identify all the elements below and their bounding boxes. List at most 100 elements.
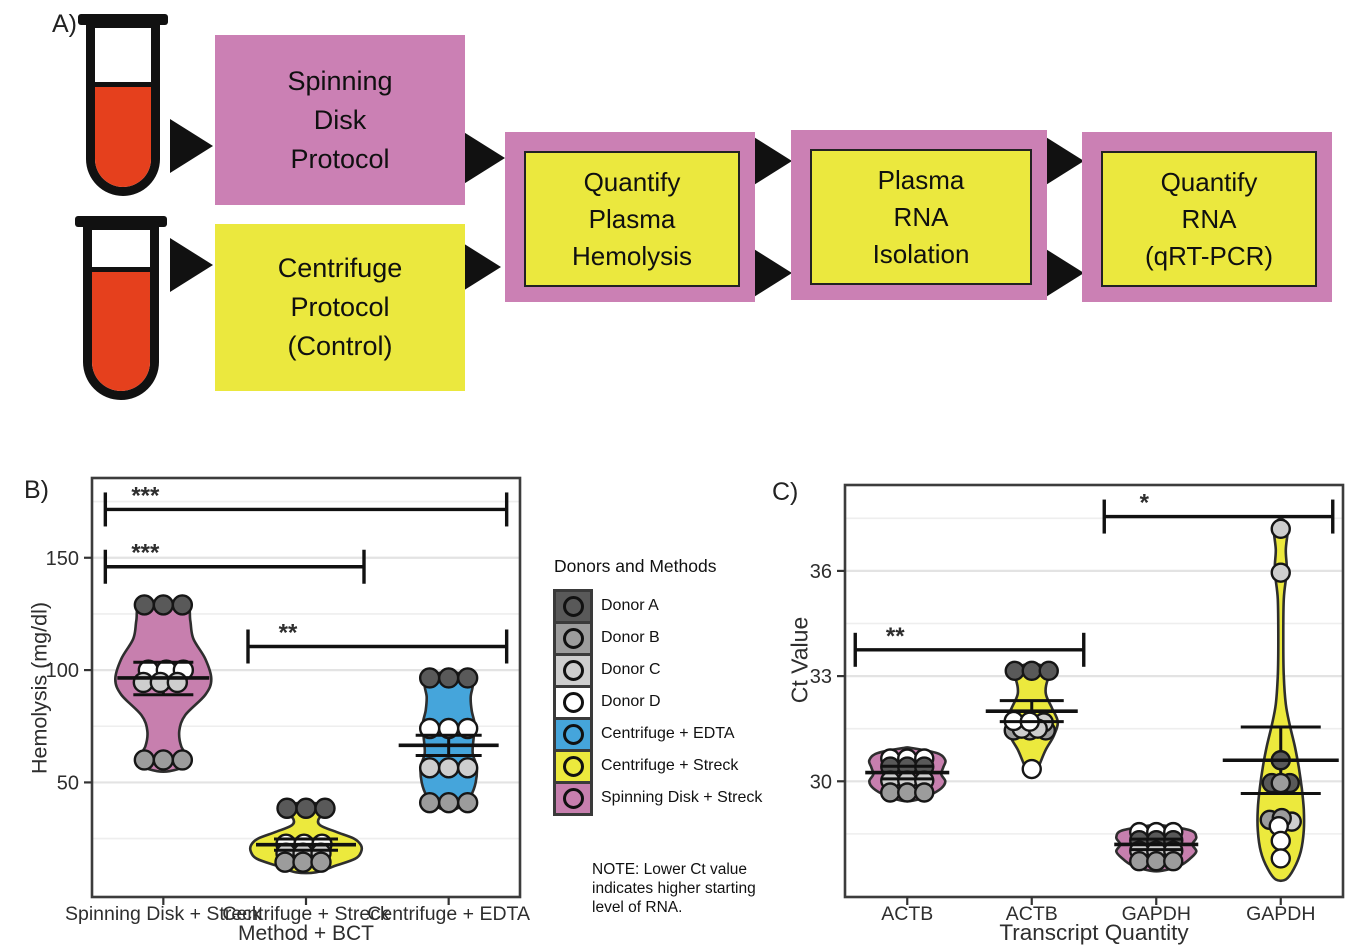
legend-key-swatch [556, 592, 590, 621]
legend-point-icon [562, 692, 584, 713]
data-point-donor-C [1270, 518, 1291, 540]
x-axis-title-transcript-quantity: Transcript Quantity [999, 920, 1189, 945]
data-point-donor-A [314, 797, 336, 819]
data-point-donor-A [276, 797, 298, 819]
significance-stars: ** [279, 619, 298, 646]
legend-key-swatch [556, 784, 590, 813]
data-point-donor-D [456, 717, 479, 740]
legend-key-swatch [556, 720, 590, 749]
tube-blood [95, 81, 151, 187]
significance-stars: * [1140, 490, 1150, 517]
x-category-label: ACTB [1006, 903, 1058, 925]
legend-item-label: Centrifuge + EDTA [601, 725, 735, 742]
flow-arrow-icon [458, 240, 501, 294]
significance-stars: *** [131, 482, 160, 509]
x-category-label: Spinning Disk + Streck [65, 903, 262, 925]
data-point-donor-A [1038, 660, 1059, 682]
flow-arrow-icon [170, 238, 213, 292]
plasma-rna-isolation-inner: Plasma RNA Isolation [810, 149, 1032, 285]
data-point-donor-B [1270, 772, 1291, 794]
panel-c-label: C) [772, 478, 799, 506]
panel-b-label: B) [24, 476, 49, 504]
data-point-donor-B [1146, 851, 1167, 872]
data-point-donor-C [1270, 562, 1291, 583]
x-category-label: GAPDH [1246, 903, 1315, 925]
data-point-donor-B [914, 782, 935, 803]
y-tick-label: 30 [810, 771, 832, 793]
plasma-rna-isolation-box: Plasma RNA Isolation [791, 130, 1047, 300]
legend-item-label: Centrifuge + Streck [601, 757, 739, 774]
flow-arrow-icon [170, 119, 213, 173]
data-point-donor-A [1004, 660, 1025, 682]
data-point-donor-B [133, 749, 156, 771]
data-point-donor-D [1270, 830, 1291, 852]
legend-item-label: Donor D [601, 693, 661, 710]
tube-body [86, 19, 160, 196]
data-point-donor-A [456, 667, 479, 689]
data-point-donor-B [292, 851, 314, 873]
data-point-donor-B [897, 782, 918, 803]
data-point-donor-B [456, 791, 479, 814]
data-point-donor-B [418, 791, 441, 814]
quantify-rna-qrtpcr-box: Quantify RNA (qRT-PCR) [1082, 132, 1332, 302]
flow-arrow-icon [1041, 134, 1084, 188]
data-point-donor-B [274, 851, 296, 873]
legend-point-icon [562, 628, 584, 649]
blood-tube-icon [75, 216, 167, 400]
legend-key-swatch [556, 656, 590, 685]
data-point-donor-D [1021, 758, 1042, 780]
data-point-donor-A [418, 667, 441, 689]
quantify-rna-qrtpcr-inner: Quantify RNA (qRT-PCR) [1101, 151, 1317, 287]
legend-item-label: Donor B [601, 629, 660, 646]
y-tick-label: 33 [810, 666, 832, 688]
legend-item-label: Donor C [601, 661, 661, 678]
legend-item-label: Spinning Disk + Streck [601, 789, 763, 806]
significance-stars: *** [131, 540, 160, 567]
legend [553, 589, 593, 816]
data-point-donor-C [456, 757, 479, 779]
y-axis-title-hemolysis: Hemolysis (mg/dl) [27, 601, 52, 775]
legend-point-icon [562, 596, 584, 617]
note-text: NOTE: Lower Ct value indicates higher st… [592, 861, 756, 916]
data-point-donor-B [1129, 851, 1150, 872]
legend-point-icon [562, 724, 584, 745]
y-tick-label: 50 [57, 772, 79, 794]
significance-stars: ** [886, 623, 905, 650]
flow-arrow-icon [462, 131, 505, 185]
x-category-label: Centrifuge + Streck [222, 903, 390, 925]
data-point-donor-A [295, 797, 317, 819]
quantify-plasma-hemolysis-inner: Quantify Plasma Hemolysis [524, 151, 740, 287]
legend-point-icon [562, 660, 584, 681]
legend-item-label: Donor A [601, 597, 659, 614]
data-point-donor-C [166, 671, 189, 694]
flow-arrow-icon [749, 134, 792, 188]
legend-key-swatch [556, 624, 590, 653]
flow-arrow-icon [749, 246, 792, 300]
legend-point-icon [562, 788, 584, 809]
centrifuge-protocol-box: Centrifuge Protocol (Control) [215, 224, 465, 391]
tube-body [83, 221, 159, 400]
data-point-donor-C [437, 757, 460, 779]
data-point-donor-A [133, 594, 156, 616]
quantify-plasma-hemolysis-box: Quantify Plasma Hemolysis [505, 132, 755, 302]
data-point-donor-A [152, 594, 175, 616]
panel-a-label: A) [52, 10, 77, 38]
data-point-donor-B [152, 749, 175, 771]
data-point-donor-D [1270, 848, 1291, 869]
legend-title: Donors and Methods [554, 556, 717, 576]
x-axis-title-method-bct: Method + BCT [238, 922, 374, 945]
plot-border [843, 483, 1345, 899]
y-tick-label: 36 [810, 561, 832, 583]
x-category-label: ACTB [881, 903, 933, 925]
legend-point-icon [562, 756, 584, 777]
x-category-label: Centrifuge + EDTA [367, 903, 530, 925]
data-point-donor-B [880, 782, 901, 803]
legend-key-swatch [556, 752, 590, 781]
legend-key-swatch [556, 688, 590, 717]
flow-arrow-icon [1041, 246, 1084, 300]
data-point-donor-B [1163, 851, 1184, 872]
y-tick-label: 150 [46, 548, 79, 570]
data-point-donor-B [437, 791, 460, 814]
